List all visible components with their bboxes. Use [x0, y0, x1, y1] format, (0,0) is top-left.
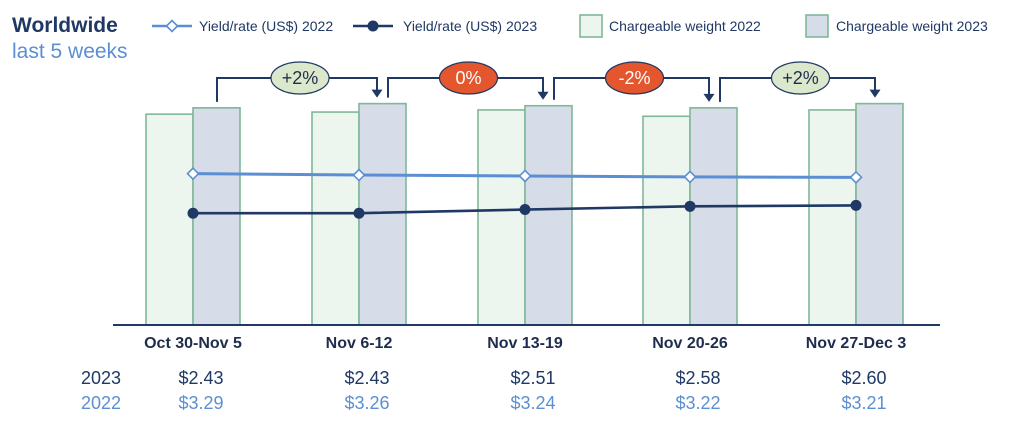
chart-title: Worldwide [12, 14, 118, 37]
legend-label-weight-2022: Chargeable weight 2022 [609, 18, 761, 34]
change-badge-2 [438, 61, 499, 95]
bar-2023-3 [524, 104, 573, 326]
change-label-1: +2% [282, 68, 319, 88]
marker-yield-2023-2 [353, 207, 365, 219]
category-label-1: Oct 30-Nov 5 [144, 335, 242, 352]
bar-2023-1 [192, 107, 241, 326]
value-table: 2023 2022 $2.43 $3.29 $2.43 $3.26 $2.51 $3.24 $2… [81, 368, 887, 413]
change-label-2: 0% [455, 68, 481, 88]
change-badge-3 [604, 61, 665, 95]
marker-yield-2022-5 [849, 170, 863, 184]
change-badge-4 [770, 61, 831, 95]
marker-yield-2022-2 [352, 168, 366, 182]
category-label-5: Nov 27-Dec 3 [806, 335, 907, 352]
change-brackets: +2% 0% -2% +2% [216, 61, 881, 102]
value-2023-4: $2.58 [675, 368, 720, 388]
marker-yield-2023-1 [187, 207, 199, 219]
change-label-4: +2% [782, 68, 819, 88]
bar-2023-4 [689, 107, 738, 326]
marker-yield-2023-5 [850, 199, 862, 211]
legend-label-yield-2022: Yield/rate (US$) 2022 [199, 18, 333, 34]
row-label-2023: 2023 [81, 368, 121, 388]
bar-2023-5 [855, 102, 904, 326]
change-arrowhead-3 [703, 93, 715, 102]
change-arrowhead-4 [869, 89, 881, 98]
change-arrowhead-2 [537, 91, 549, 100]
legend-label-yield-2023: Yield/rate (US$) 2023 [403, 18, 537, 34]
marker-yield-2022-3 [518, 169, 532, 183]
value-2022-2: $3.26 [344, 393, 389, 413]
marker-yield-2022-1 [186, 167, 200, 181]
value-2023-2: $2.43 [344, 368, 389, 388]
bar-2022-4 [642, 115, 691, 326]
value-2022-3: $3.24 [510, 393, 555, 413]
value-2023-5: $2.60 [841, 368, 886, 388]
category-label-4: Nov 20-26 [652, 335, 728, 352]
change-label-3: -2% [618, 68, 650, 88]
legend-marker-yield-2022 [165, 19, 179, 33]
legend-label-weight-2023: Chargeable weight 2023 [836, 18, 988, 34]
bar-2022-1 [145, 113, 194, 326]
category-labels: Oct 30-Nov 5 Nov 6-12 Nov 13-19 Nov 20-26 No… [144, 335, 906, 352]
marker-yield-2023-4 [684, 200, 696, 212]
legend: Yield/rate (US$) 2022 Yield/rate (US$) 20… [152, 14, 988, 38]
marker-yield-2022-4 [683, 170, 697, 184]
legend-swatch-weight-2022 [579, 14, 603, 38]
value-2022-4: $3.22 [675, 393, 720, 413]
change-badge-1 [270, 61, 330, 95]
marker-yield-2023-3 [519, 204, 531, 216]
bars [145, 102, 904, 326]
legend-marker-yield-2023 [367, 20, 379, 32]
category-label-2: Nov 6-12 [326, 335, 393, 352]
row-label-2022: 2022 [81, 393, 121, 413]
legend-swatch-weight-2023 [805, 14, 829, 38]
bar-2022-3 [477, 109, 526, 326]
value-2023-3: $2.51 [510, 368, 555, 388]
category-label-3: Nov 13-19 [487, 335, 563, 352]
lines [186, 167, 863, 219]
change-arrowhead-1 [371, 89, 383, 98]
chart-subtitle: last 5 weeks [12, 40, 128, 63]
bar-2022-5 [808, 109, 857, 326]
value-2022-5: $3.21 [841, 393, 886, 413]
value-2022-1: $3.29 [178, 393, 223, 413]
bar-2022-2 [311, 111, 360, 326]
value-2023-1: $2.43 [178, 368, 223, 388]
